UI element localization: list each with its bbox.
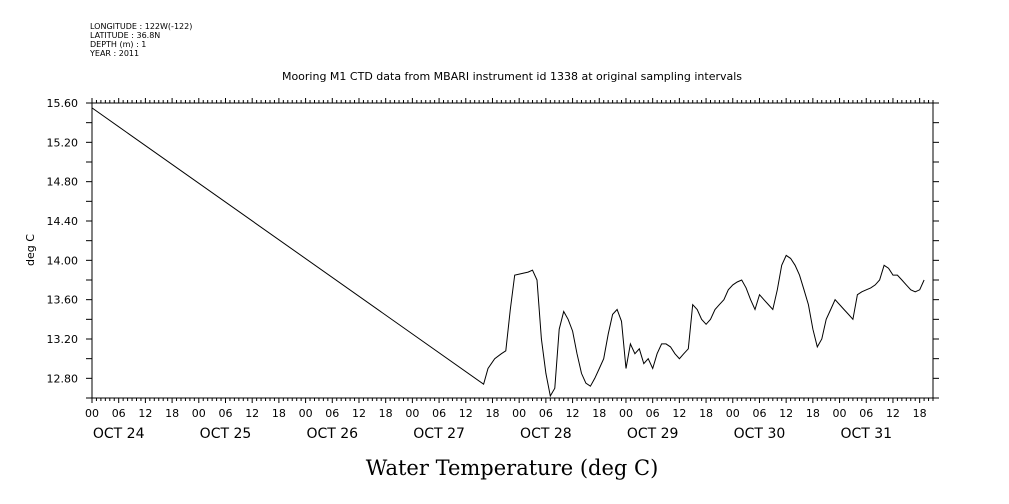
x-hour-label: 12: [779, 407, 793, 420]
x-hour-label: 12: [352, 407, 366, 420]
x-tick-labels: 00 06 12 18 00 06 12 18 00 06 12 18 00 06 12 18 00 06 12 18…: [85, 407, 927, 442]
x-hour-label: 18: [699, 407, 713, 420]
x-hour-label: 18: [806, 407, 820, 420]
x-hour-label: 12: [245, 407, 259, 420]
y-tick-label: 15.60: [47, 97, 79, 110]
y-tick-label: 15.20: [47, 136, 79, 149]
x-hour-label: 12: [138, 407, 152, 420]
x-hour-label: 06: [432, 407, 446, 420]
x-hour-label: 00: [726, 407, 740, 420]
x-hour-label: 12: [886, 407, 900, 420]
y-tick-label: 14.80: [47, 176, 79, 189]
x-hour-label: 00: [192, 407, 206, 420]
plot-frame: [91, 102, 934, 399]
x-day-label: OCT 28: [520, 426, 572, 442]
x-day-label: OCT 29: [627, 426, 679, 442]
x-hour-label: 12: [459, 407, 473, 420]
x-day-label: OCT 24: [93, 426, 145, 442]
plot-area: [91, 107, 925, 398]
x-hour-label: 00: [619, 407, 633, 420]
x-hour-label: 00: [512, 407, 526, 420]
meta-depth: DEPTH (m) : 1: [90, 40, 147, 49]
y-tick-label: 13.60: [47, 294, 79, 307]
metadata-block: LONGITUDE : 122W(-122) LATITUDE : 36.8N …: [90, 22, 192, 58]
x-hour-label: 18: [379, 407, 393, 420]
y-tick-label: 12.80: [47, 372, 79, 385]
y-tick-label: 13.20: [47, 333, 79, 346]
meta-year: YEAR : 2011: [90, 49, 140, 58]
meta-latitude: LATITUDE : 36.8N: [90, 31, 161, 40]
water-temperature-line: [91, 107, 925, 398]
x-hour-label: 06: [646, 407, 660, 420]
x-hour-label: 18: [592, 407, 606, 420]
x-hour-label: 06: [112, 407, 126, 420]
x-hour-label: 12: [566, 407, 580, 420]
x-day-label: OCT 30: [734, 426, 786, 442]
x-hour-label: 00: [833, 407, 847, 420]
x-day-label: OCT 26: [306, 426, 358, 442]
x-hour-label: 06: [218, 407, 232, 420]
x-hour-label: 18: [485, 407, 499, 420]
x-hour-label: 12: [672, 407, 686, 420]
x-hour-label: 00: [405, 407, 419, 420]
x-day-label: OCT 31: [840, 426, 892, 442]
x-hour-label: 06: [752, 407, 766, 420]
y-tick-label: 14.00: [47, 254, 79, 267]
x-hour-label: 18: [913, 407, 927, 420]
meta-longitude: LONGITUDE : 122W(-122): [90, 22, 193, 31]
y-tick-labels: 12.80 13.20 13.60 14.00 14.40 14.80 15.20 15.60: [47, 97, 79, 385]
x-hour-label: 00: [85, 407, 99, 420]
axes: [86, 98, 939, 403]
y-axis-label: deg C: [24, 234, 37, 266]
x-day-label: OCT 27: [413, 426, 465, 442]
chart-title: Mooring M1 CTD data from MBARI instrumen…: [282, 70, 742, 83]
x-hour-label: 06: [539, 407, 553, 420]
x-axis-label: Water Temperature (deg C): [366, 456, 659, 480]
x-hour-label: 06: [325, 407, 339, 420]
x-hour-label: 18: [165, 407, 179, 420]
x-hour-label: 18: [272, 407, 286, 420]
x-hour-label: 06: [859, 407, 873, 420]
x-hour-label: 00: [299, 407, 313, 420]
y-tick-label: 14.40: [47, 215, 79, 228]
x-day-label: OCT 25: [200, 426, 252, 442]
